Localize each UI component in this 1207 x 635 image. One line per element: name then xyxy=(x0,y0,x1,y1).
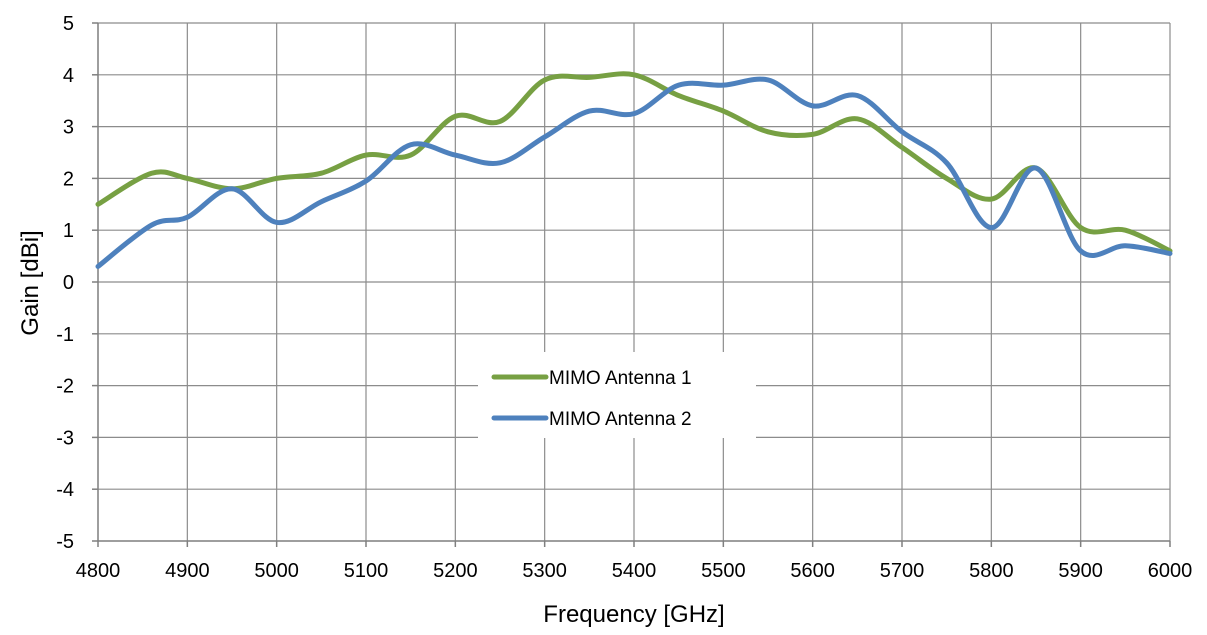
x-tick-label: 5900 xyxy=(1058,560,1103,582)
x-axis-title: Frequency [GHz] xyxy=(543,601,724,628)
x-tick-label: 5700 xyxy=(880,560,925,582)
legend: MIMO Antenna 1 MIMO Antenna 2 xyxy=(478,352,756,438)
x-tick-label: 6000 xyxy=(1148,560,1193,582)
y-tick-label: -3 xyxy=(56,427,74,449)
y-tick-label: 0 xyxy=(63,272,74,294)
x-tick-label: 5400 xyxy=(612,560,657,582)
x-tick-label: 4900 xyxy=(165,560,210,582)
x-tick-label: 4800 xyxy=(76,560,121,582)
x-tick-label: 5300 xyxy=(522,560,567,582)
x-tick-label: 5000 xyxy=(254,560,299,582)
axes xyxy=(92,22,1171,547)
y-tick-label: 5 xyxy=(63,13,74,35)
legend-label-series-1: MIMO Antenna 1 xyxy=(549,368,692,389)
y-tick-label: 4 xyxy=(63,65,74,87)
y-tick-labels: -5 -4 -3 -2 -1 0 1 2 3 4 5 xyxy=(56,13,74,553)
legend-label-series-2: MIMO Antenna 2 xyxy=(549,409,692,430)
legend-box xyxy=(478,352,756,438)
y-tick-label: 2 xyxy=(63,168,74,190)
x-tick-label: 5600 xyxy=(790,560,835,582)
x-tick-label: 5500 xyxy=(701,560,746,582)
y-tick-label: 3 xyxy=(63,117,74,139)
y-tick-label: -2 xyxy=(56,376,74,398)
y-tick-label: -1 xyxy=(56,324,74,346)
y-axis-title: Gain [dBi] xyxy=(17,230,44,335)
x-tick-label: 5800 xyxy=(969,560,1014,582)
x-tick-label: 5200 xyxy=(433,560,478,582)
grid xyxy=(98,22,1171,541)
y-tick-label: -5 xyxy=(56,531,74,553)
y-tick-label: 1 xyxy=(63,220,74,242)
series-lines xyxy=(95,71,1173,269)
x-tick-label: 5100 xyxy=(344,560,389,582)
y-tick-label: -4 xyxy=(56,479,74,501)
series-line-1 xyxy=(95,71,1173,254)
series-line-2 xyxy=(95,76,1173,269)
x-tick-labels: 4800 4900 5000 5100 5200 5300 5400 5500 5600 5700… xyxy=(76,560,1193,582)
